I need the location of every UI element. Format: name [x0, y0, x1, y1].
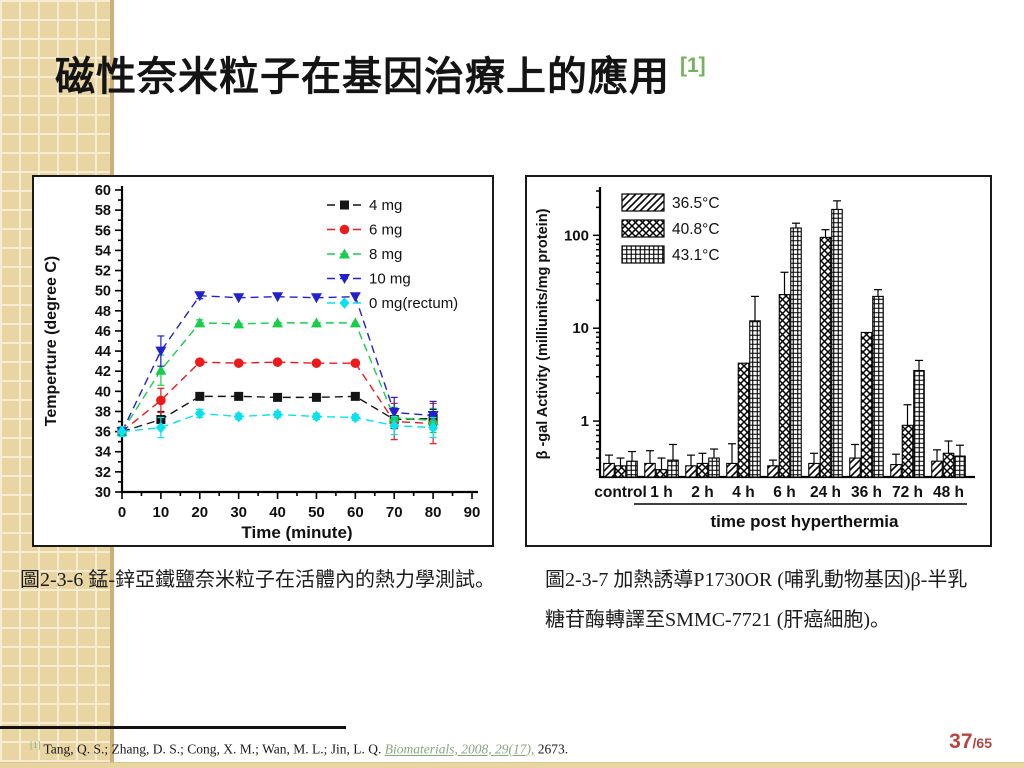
svg-text:10 mg: 10 mg	[369, 271, 411, 288]
svg-text:40: 40	[269, 504, 286, 521]
svg-text:time post hyperthermia: time post hyperthermia	[711, 512, 900, 531]
svg-text:44: 44	[95, 344, 111, 360]
svg-text:10: 10	[153, 504, 170, 521]
svg-text:34: 34	[95, 445, 111, 461]
svg-text:60: 60	[347, 504, 364, 521]
beta-gal-bar-chart: 1 10 100 control 1 h 2 h 4 h 6 h 24 h 36 h 72 h 48 …	[535, 187, 975, 531]
svg-text:36 h: 36 h	[851, 484, 882, 501]
thermal-line-chart: 30 32 34 36 38 40 42 44 46 48 50 52 54 56 58 60 0 10 20 30 4…	[43, 183, 481, 541]
svg-text:80: 80	[425, 504, 442, 521]
svg-text:36.5°C: 36.5°C	[672, 195, 720, 212]
thermal-line-chart-figure: 30 32 34 36 38 40 42 44 46 48 50 52 54 56 58 60 0 10 20 30 4…	[32, 175, 494, 547]
svg-text:46: 46	[95, 324, 111, 340]
svg-text:60: 60	[95, 183, 111, 199]
svg-text:72 h: 72 h	[892, 484, 923, 501]
svg-text:70: 70	[386, 504, 403, 521]
svg-text:10: 10	[572, 320, 589, 337]
page-number: 37/65	[949, 730, 992, 754]
svg-text:0: 0	[118, 504, 126, 521]
caption-right-line1: 圖2-3-7 加熱誘導P1730OR (哺乳動物基因)β-半乳	[545, 569, 968, 591]
page-number-current: 37	[949, 730, 973, 753]
svg-text:20: 20	[191, 504, 208, 521]
svg-text:42: 42	[95, 364, 111, 380]
footer-divider-line	[0, 726, 346, 729]
svg-text:0 mg(rectum): 0 mg(rectum)	[369, 295, 458, 312]
title-row: 磁性奈米粒子在基因治療上的應用 [1]	[55, 44, 706, 102]
footer-authors: Tang, Q. S.; Zhang, D. S.; Cong, X. M.; …	[43, 741, 385, 757]
svg-text:β -gal Activity (milliunits/mg: β -gal Activity (milliunits/mg protein)	[535, 208, 551, 459]
footer-citation-link[interactable]: Biomaterials, 2008, 29(17),	[384, 741, 535, 757]
svg-text:36: 36	[95, 425, 111, 441]
svg-text:32: 32	[95, 465, 111, 481]
svg-text:90: 90	[464, 504, 481, 521]
caption-figure-2-3-7: 圖2-3-7 加熱誘導P1730OR (哺乳動物基因)β-半乳 糖苷酶轉譯至SM…	[545, 560, 1005, 640]
footer-reference-marker: [1]	[30, 740, 41, 750]
svg-text:100: 100	[564, 227, 589, 244]
svg-text:4 h: 4 h	[732, 484, 754, 501]
svg-text:50: 50	[95, 284, 111, 300]
svg-text:8 mg: 8 mg	[369, 246, 402, 263]
beta-gal-bar-chart-figure: 1 10 100 control 1 h 2 h 4 h 6 h 24 h 36 h 72 h 48 …	[525, 175, 992, 547]
svg-text:52: 52	[95, 264, 111, 280]
footer-tail: 2673.	[534, 741, 569, 757]
caption-figure-2-3-6: 圖2-3-6 錳-鋅亞鐵鹽奈米粒子在活體內的熱力學測試。	[20, 569, 495, 591]
svg-text:54: 54	[95, 243, 111, 259]
svg-text:40: 40	[95, 384, 111, 400]
footer-reference: [1] Tang, Q. S.; Zhang, D. S.; Cong, X. M…	[30, 740, 568, 758]
svg-text:24 h: 24 h	[810, 484, 841, 501]
page-title: 磁性奈米粒子在基因治療上的應用	[55, 54, 670, 99]
svg-text:43.1°C: 43.1°C	[672, 247, 720, 264]
title-reference-link[interactable]: [1]	[680, 54, 706, 77]
caption-right-line2: 糖苷酶轉譯至SMMC-7721 (肝癌細胞)。	[545, 609, 891, 631]
svg-text:30: 30	[95, 485, 111, 501]
svg-text:1: 1	[581, 413, 589, 430]
svg-text:6 mg: 6 mg	[369, 222, 402, 239]
svg-text:56: 56	[95, 223, 111, 239]
svg-text:Time (minute): Time (minute)	[241, 523, 352, 541]
svg-text:40.8°C: 40.8°C	[672, 221, 720, 238]
svg-text:38: 38	[95, 404, 111, 420]
svg-text:1 h: 1 h	[650, 484, 672, 501]
svg-text:6 h: 6 h	[773, 484, 795, 501]
svg-text:2 h: 2 h	[691, 484, 713, 501]
svg-text:48: 48	[95, 304, 111, 320]
svg-text:control: control	[594, 484, 647, 501]
svg-text:48 h: 48 h	[933, 484, 964, 501]
svg-text:30: 30	[230, 504, 247, 521]
svg-text:50: 50	[308, 504, 325, 521]
page-number-total: /65	[972, 735, 992, 751]
svg-text:Temperture (degree C): Temperture (degree C)	[43, 256, 60, 426]
svg-text:4 mg: 4 mg	[369, 197, 402, 214]
svg-text:58: 58	[95, 203, 111, 219]
bottom-accent-strip	[0, 762, 1024, 768]
